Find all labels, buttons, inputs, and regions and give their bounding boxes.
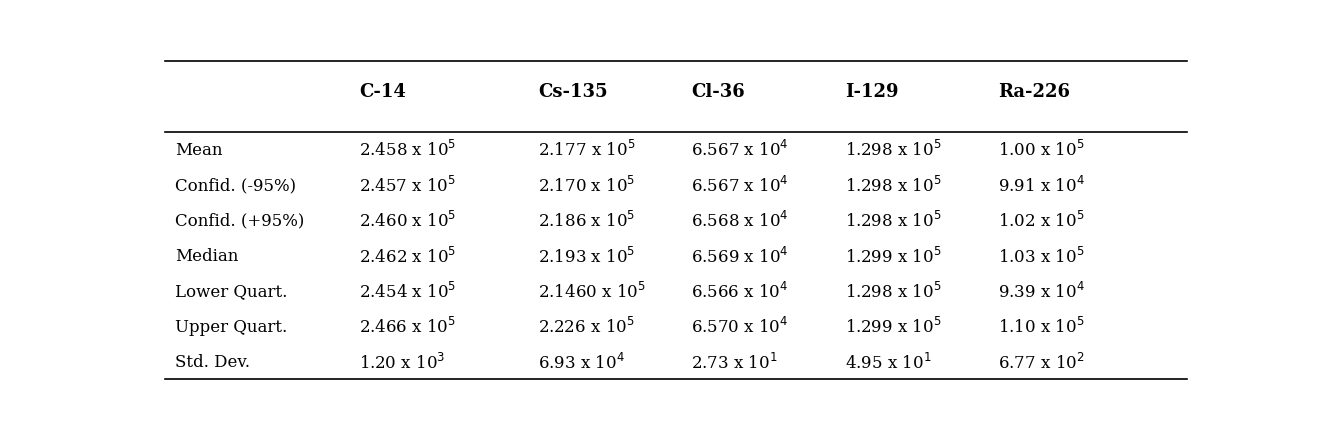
Text: 2.457 x 10$^{5}$: 2.457 x 10$^{5}$ (359, 175, 456, 195)
Text: 2.460 x 10$^{5}$: 2.460 x 10$^{5}$ (359, 210, 456, 230)
Text: 4.95 x 10$^{1}$: 4.95 x 10$^{1}$ (844, 352, 931, 372)
Text: Lower Quart.: Lower Quart. (175, 283, 288, 300)
Text: 1.298 x 10$^{5}$: 1.298 x 10$^{5}$ (844, 175, 942, 195)
Text: Std. Dev.: Std. Dev. (175, 353, 251, 370)
Text: I-129: I-129 (844, 83, 898, 101)
Text: Confid. (-95%): Confid. (-95%) (175, 177, 297, 194)
Text: 2.186 x 10$^{5}$: 2.186 x 10$^{5}$ (538, 210, 636, 230)
Text: Upper Quart.: Upper Quart. (175, 318, 288, 335)
Text: 6.93 x 10$^{4}$: 6.93 x 10$^{4}$ (538, 352, 625, 372)
Text: 1.298 x 10$^{5}$: 1.298 x 10$^{5}$ (844, 281, 942, 301)
Text: 1.298 x 10$^{5}$: 1.298 x 10$^{5}$ (844, 210, 942, 230)
Text: 1.299 x 10$^{5}$: 1.299 x 10$^{5}$ (844, 246, 942, 266)
Text: 1.00 x 10$^{5}$: 1.00 x 10$^{5}$ (998, 140, 1084, 160)
Text: 6.567 x 10$^{4}$: 6.567 x 10$^{4}$ (691, 175, 789, 195)
Text: 2.177 x 10$^{5}$: 2.177 x 10$^{5}$ (538, 140, 636, 160)
Text: Median: Median (175, 247, 239, 264)
Text: 2.462 x 10$^{5}$: 2.462 x 10$^{5}$ (359, 246, 456, 266)
Text: 2.193 x 10$^{5}$: 2.193 x 10$^{5}$ (538, 246, 636, 266)
Text: 9.91 x 10$^{4}$: 9.91 x 10$^{4}$ (998, 175, 1086, 195)
Text: 1.02 x 10$^{5}$: 1.02 x 10$^{5}$ (998, 210, 1084, 230)
Text: Mean: Mean (175, 141, 223, 158)
Text: 2.1460 x 10$^{5}$: 2.1460 x 10$^{5}$ (538, 281, 646, 301)
Text: 6.77 x 10$^{2}$: 6.77 x 10$^{2}$ (998, 352, 1084, 372)
Text: 9.39 x 10$^{4}$: 9.39 x 10$^{4}$ (998, 281, 1086, 301)
Text: Cl-36: Cl-36 (691, 83, 745, 101)
Text: 2.226 x 10$^{5}$: 2.226 x 10$^{5}$ (538, 316, 634, 337)
Text: C-14: C-14 (359, 83, 406, 101)
Text: 2.454 x 10$^{5}$: 2.454 x 10$^{5}$ (359, 281, 456, 301)
Text: 1.10 x 10$^{5}$: 1.10 x 10$^{5}$ (998, 316, 1084, 337)
Text: 6.567 x 10$^{4}$: 6.567 x 10$^{4}$ (691, 140, 789, 160)
Text: 2.73 x 10$^{1}$: 2.73 x 10$^{1}$ (691, 352, 778, 372)
Text: Ra-226: Ra-226 (998, 83, 1070, 101)
Text: 6.568 x 10$^{4}$: 6.568 x 10$^{4}$ (691, 210, 789, 230)
Text: 1.299 x 10$^{5}$: 1.299 x 10$^{5}$ (844, 316, 942, 337)
Text: 6.569 x 10$^{4}$: 6.569 x 10$^{4}$ (691, 246, 789, 266)
Text: 6.570 x 10$^{4}$: 6.570 x 10$^{4}$ (691, 316, 789, 337)
Text: Confid. (+95%): Confid. (+95%) (175, 212, 305, 229)
Text: 2.466 x 10$^{5}$: 2.466 x 10$^{5}$ (359, 316, 456, 337)
Text: 2.458 x 10$^{5}$: 2.458 x 10$^{5}$ (359, 140, 456, 160)
Text: 1.298 x 10$^{5}$: 1.298 x 10$^{5}$ (844, 140, 942, 160)
Text: 6.566 x 10$^{4}$: 6.566 x 10$^{4}$ (691, 281, 789, 301)
Text: 2.170 x 10$^{5}$: 2.170 x 10$^{5}$ (538, 175, 636, 195)
Text: Cs-135: Cs-135 (538, 83, 608, 101)
Text: 1.20 x 10$^{3}$: 1.20 x 10$^{3}$ (359, 352, 446, 372)
Text: 1.03 x 10$^{5}$: 1.03 x 10$^{5}$ (998, 246, 1084, 266)
